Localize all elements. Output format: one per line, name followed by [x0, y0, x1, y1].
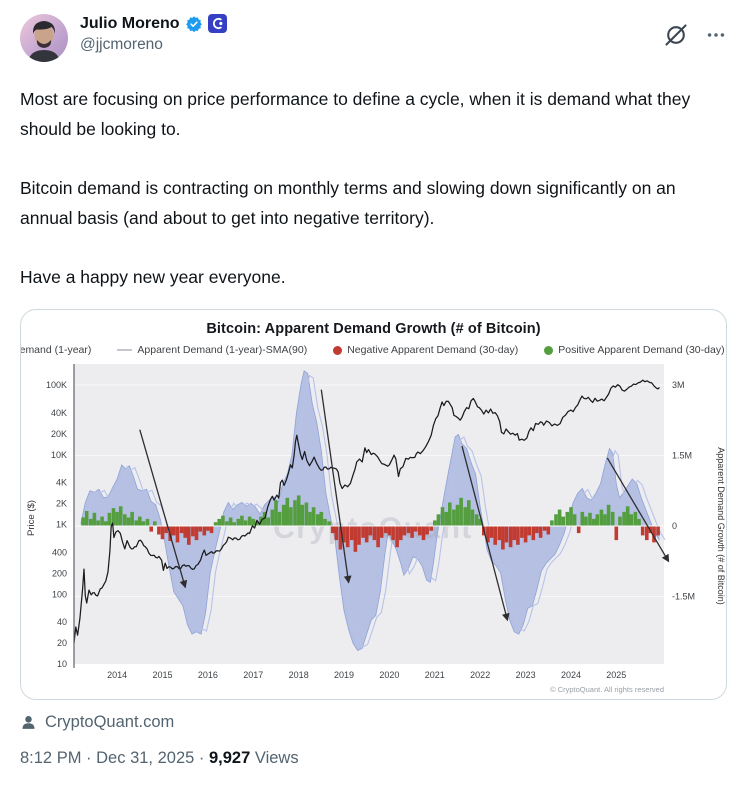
right-axis-title: Apparent Demand Growth (# of Bitcoin): [716, 447, 726, 605]
legend-marker-dot: [544, 345, 554, 355]
person-icon: [22, 716, 35, 729]
svg-text:40: 40: [57, 617, 67, 627]
svg-text:20: 20: [57, 638, 67, 648]
affiliate-badge-icon[interactable]: [207, 14, 227, 33]
legend-item-1: Apparent Demand (1-year)-SMA(90): [117, 344, 307, 356]
svg-text:2015: 2015: [152, 670, 172, 680]
svg-text:20K: 20K: [51, 429, 67, 439]
svg-text:2016: 2016: [198, 670, 218, 680]
legend-marker-dot: [333, 345, 343, 355]
svg-text:100K: 100K: [46, 380, 67, 390]
demand-area: [80, 370, 660, 651]
tweet-body: Most are focusing on price performance t…: [20, 84, 727, 292]
avatar[interactable]: [20, 14, 68, 62]
chart-plot: CryptoQuant100K40K20K10K4K2K1K4002001004…: [26, 364, 726, 694]
tweet-paragraph-3: Have a happy new year everyone.: [20, 267, 286, 287]
tweet-paragraph-2: Bitcoin demand is contracting on monthly…: [20, 178, 676, 228]
tweet-paragraph-1: Most are focusing on price performance t…: [20, 89, 691, 139]
svg-text:200: 200: [52, 568, 67, 578]
legend-item-3: Positive Apparent Demand (30-day): [544, 344, 725, 356]
svg-text:3M: 3M: [672, 380, 685, 390]
svg-text:40K: 40K: [51, 408, 67, 418]
svg-text:0: 0: [672, 521, 677, 531]
svg-text:2021: 2021: [425, 670, 445, 680]
svg-text:2018: 2018: [289, 670, 309, 680]
sma-line: [85, 374, 666, 648]
legend-label: Negative Apparent Demand (30-day): [347, 344, 519, 356]
svg-text:400: 400: [52, 547, 67, 557]
tweet-time[interactable]: 8:12 PM: [20, 749, 82, 767]
tweet-date[interactable]: Dec 31, 2025: [96, 749, 195, 767]
svg-text:2025: 2025: [606, 670, 626, 680]
source-link[interactable]: CryptoQuant.com: [45, 713, 175, 731]
tweet-post: Julio Moreno @jjcmoreno: [20, 0, 727, 768]
price-line: [73, 379, 660, 644]
tweet-meta: 8:12 PM · Dec 31, 2025 · 9,927 Views: [20, 749, 727, 768]
views-count: 9,927: [208, 749, 251, 767]
legend-label: Apparent Demand (1-year)-SMA(90): [137, 344, 308, 356]
svg-text:2014: 2014: [107, 670, 127, 680]
legend-label: Apparent Demand (1-year): [20, 344, 92, 356]
verified-badge-icon: [185, 15, 202, 32]
header-actions: [663, 14, 727, 48]
svg-text:-1.5M: -1.5M: [672, 592, 695, 602]
display-name[interactable]: Julio Moreno: [80, 14, 180, 32]
svg-text:10K: 10K: [51, 450, 67, 460]
meta-separator-2: ·: [198, 749, 209, 767]
svg-text:2023: 2023: [516, 670, 536, 680]
svg-text:2019: 2019: [334, 670, 354, 680]
svg-text:1.5M: 1.5M: [672, 451, 692, 461]
svg-text:2017: 2017: [243, 670, 263, 680]
avatar-photo: [28, 21, 60, 62]
user-handle[interactable]: @jjcmoreno: [80, 36, 163, 53]
source-row: CryptoQuant.com: [20, 713, 727, 732]
legend-item-0: Apparent Demand (1-year): [20, 344, 92, 356]
svg-text:100: 100: [52, 589, 67, 599]
more-icon[interactable]: [705, 24, 727, 46]
chart-legend: Apparent Demand (1-year) Apparent Demand …: [21, 344, 726, 356]
demand-outline: [80, 370, 660, 652]
grok-icon[interactable]: [663, 22, 689, 48]
svg-text:2024: 2024: [561, 670, 581, 680]
legend-item-2: Negative Apparent Demand (30-day): [333, 344, 518, 356]
meta-separator-1: ·: [86, 749, 97, 767]
left-axis-title: Price ($): [26, 500, 37, 536]
svg-text:4K: 4K: [56, 478, 67, 488]
legend-label: Positive Apparent Demand (30-day): [558, 344, 725, 356]
svg-text:10: 10: [57, 659, 67, 669]
svg-text:2020: 2020: [379, 670, 399, 680]
svg-text:2K: 2K: [56, 499, 67, 509]
chart-copyright: © CryptoQuant. All rights reserved: [550, 685, 664, 694]
chart-title: Bitcoin: Apparent Demand Growth (# of Bi…: [206, 321, 541, 337]
chart-media-card[interactable]: Bitcoin: Apparent Demand Growth (# of Bi…: [20, 309, 727, 700]
name-block: Julio Moreno @jjcmoreno: [80, 14, 227, 54]
views-word: Views: [254, 749, 299, 767]
annotation-arrows: [139, 389, 670, 622]
svg-text:2022: 2022: [470, 670, 490, 680]
tweet-header: Julio Moreno @jjcmoreno: [20, 0, 727, 62]
bars-30d: [81, 495, 660, 552]
legend-marker-line: [117, 349, 133, 351]
svg-text:1K: 1K: [56, 520, 67, 530]
